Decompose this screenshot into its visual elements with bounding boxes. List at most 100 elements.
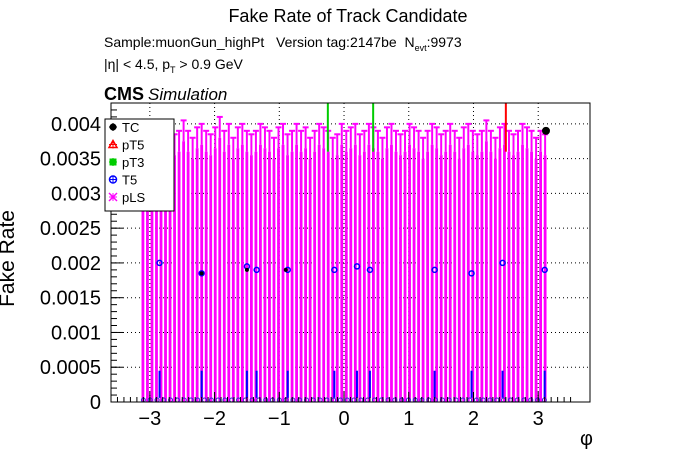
pls-bar	[362, 151, 366, 402]
pls-bar	[367, 144, 371, 402]
pls-bar	[186, 151, 190, 402]
t5-point	[198, 270, 205, 277]
pls-bar	[299, 151, 303, 402]
plot-series	[139, 103, 550, 403]
pls-bar	[534, 158, 538, 402]
cuts-pt: > 0.9 GeV	[175, 56, 243, 72]
chart-cuts: |η| < 4.5, pT > 0.9 GeV	[104, 56, 243, 75]
pls-bar	[209, 155, 213, 402]
subtitle-nevt-label: N	[404, 34, 415, 50]
x-tick-label: 2	[468, 408, 479, 430]
pls-bar	[471, 151, 475, 402]
pls-bar	[159, 151, 163, 402]
x-tick-label: −2	[203, 408, 226, 430]
t5-point	[156, 259, 163, 267]
pls-bar	[155, 148, 158, 402]
subtitle-version: Version tag:2147be	[276, 34, 397, 50]
pls-bar	[173, 155, 176, 402]
pls-bar	[340, 144, 344, 402]
pls-bar	[394, 151, 398, 402]
pls-bar	[326, 151, 330, 402]
legend-marker-pt5	[107, 138, 119, 149]
pls-bar	[254, 151, 258, 402]
pls-bar	[516, 151, 520, 402]
legend-box	[104, 118, 175, 212]
tc-point	[541, 126, 550, 135]
y-tick-label: 0.002	[51, 253, 101, 275]
pls-bar	[444, 151, 448, 402]
legend-label: pLS	[122, 190, 145, 205]
subtitle-nevt-sub: evt	[414, 42, 427, 53]
y-tick-label: 0.001	[51, 322, 101, 344]
y-axis-label: Fake Rate	[0, 210, 19, 307]
pls-bar	[421, 158, 425, 402]
pls-bar	[141, 155, 145, 402]
pls-bar	[295, 144, 298, 402]
pls-bar	[227, 144, 231, 402]
legend-label: pT3	[122, 155, 144, 170]
pls-bar	[146, 162, 149, 402]
pls-bar	[475, 155, 479, 402]
pls-bar	[507, 151, 511, 402]
cuts-eta: |η| < 4.5, p	[104, 56, 171, 72]
x-tick-label: 1	[403, 408, 414, 430]
pls-bar	[498, 148, 502, 402]
cuts-pt-sub: T	[170, 64, 176, 75]
t5-point	[331, 266, 338, 274]
pls-bar	[344, 151, 348, 402]
legend-marker-tc	[109, 123, 117, 131]
pls-bar	[204, 151, 208, 402]
pls-bar	[290, 151, 294, 402]
pls-bar	[376, 151, 380, 402]
y-tick-label: 0.004	[51, 114, 101, 136]
legend-label: pT5	[122, 138, 144, 153]
t5-point	[468, 270, 475, 277]
pls-bar	[453, 151, 457, 402]
pls-bar	[448, 144, 452, 402]
pls-bar	[462, 148, 466, 402]
t5-point	[353, 263, 361, 270]
pls-bar	[308, 158, 312, 402]
cms-label: CMS Simulation	[104, 84, 227, 105]
pls-bar	[408, 144, 411, 402]
pls-bar	[439, 155, 443, 402]
pls-bar	[249, 155, 253, 402]
pls-bar	[494, 158, 497, 402]
legend: TC pT5 pT3 T5 pLS	[104, 118, 175, 212]
pls-bar	[268, 151, 271, 402]
x-tick-label: −1	[268, 408, 291, 430]
y-tick-label: 0.0035	[40, 149, 101, 171]
pls-bar	[317, 144, 321, 402]
pls-bar	[371, 148, 375, 402]
y-tick-label: 0.0015	[40, 288, 101, 310]
x-tick-label: −3	[138, 408, 161, 430]
pls-bar	[331, 158, 335, 402]
cms-simulation-text: Simulation	[148, 85, 228, 104]
legend-marker-t5	[108, 175, 118, 184]
pls-bar	[435, 148, 439, 402]
pls-bar	[164, 144, 167, 402]
pls-bar	[412, 148, 416, 402]
pls-bar	[231, 158, 235, 402]
tc-point	[283, 267, 288, 272]
pls-bar	[177, 151, 181, 402]
pls-bar	[277, 148, 280, 402]
pls-bar	[543, 155, 547, 402]
pls-bar	[484, 141, 488, 402]
pls-bar	[457, 158, 461, 402]
pls-bar	[240, 144, 244, 402]
pls-bar	[403, 151, 407, 402]
pls-bar	[399, 155, 402, 402]
pls-bar	[304, 148, 308, 402]
legend-label: TC	[122, 120, 139, 135]
pls-bar	[272, 158, 276, 402]
pls-bar	[313, 151, 317, 402]
pls-bar	[259, 144, 262, 402]
pls-bar	[335, 155, 339, 402]
pls-bar	[381, 158, 384, 402]
pls-bar	[213, 148, 217, 402]
t5-point	[253, 266, 260, 274]
pls-bar	[222, 151, 226, 402]
t5-point	[366, 266, 374, 274]
